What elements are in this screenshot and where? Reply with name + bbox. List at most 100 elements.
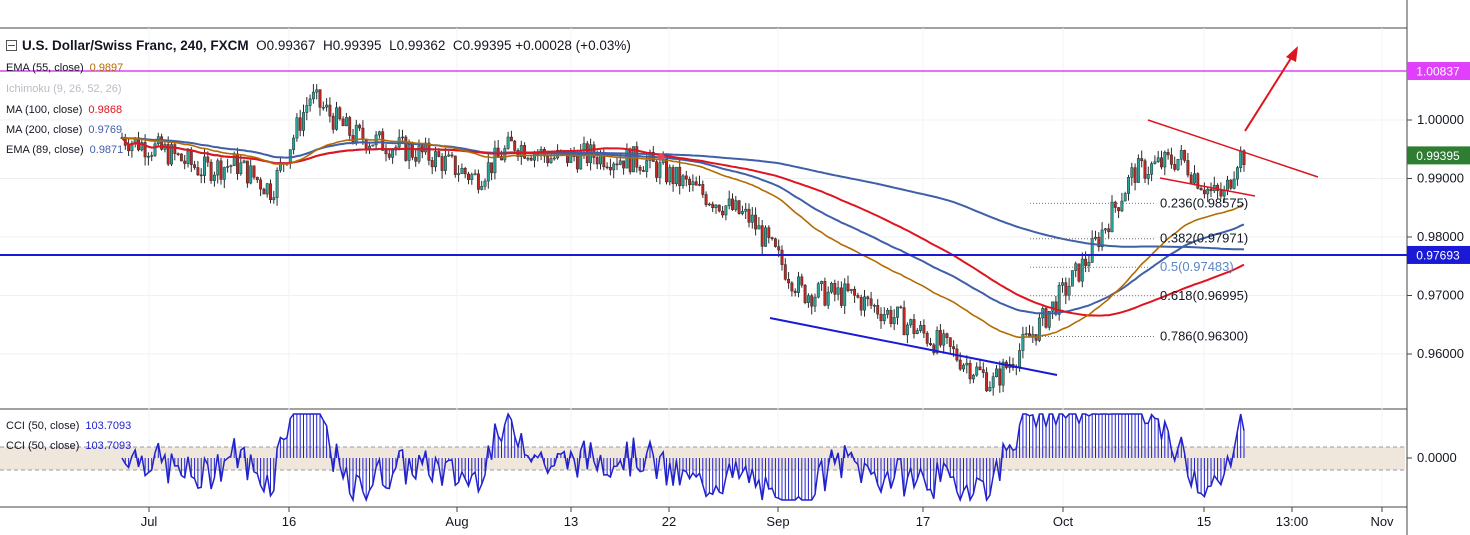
candle-body	[896, 306, 899, 318]
projection-arrow[interactable]	[1244, 54, 1294, 132]
candle-body	[493, 147, 497, 174]
candle	[401, 129, 404, 142]
legend-ma100[interactable]: MA (100, close) 0.9868	[6, 104, 123, 116]
candle-body	[945, 333, 949, 338]
candle	[1061, 277, 1064, 293]
candle-body	[1136, 158, 1140, 183]
legend-ma200[interactable]: MA (200, close) 0.9769	[6, 124, 123, 136]
candle	[1110, 195, 1114, 233]
candle-body	[1206, 188, 1210, 195]
candle-body	[638, 166, 642, 171]
candle-body	[889, 309, 893, 324]
candle-body	[384, 150, 388, 155]
candle	[830, 281, 833, 294]
candle	[338, 106, 342, 121]
candle-body	[1150, 163, 1154, 175]
candle	[995, 365, 998, 378]
candle-body	[1057, 285, 1061, 315]
falling-support-trendline[interactable]	[769, 317, 1058, 376]
candle-body	[605, 166, 609, 169]
candle-body	[546, 155, 550, 164]
candle	[1024, 326, 1028, 337]
support-price-badge[interactable]	[1407, 245, 1470, 264]
candle-body	[952, 346, 956, 350]
candle	[1077, 263, 1081, 283]
candle-body	[259, 179, 263, 190]
candle-body	[232, 153, 236, 166]
candle	[1136, 154, 1140, 183]
legend-ichimoku[interactable]: Ichimoku (9, 26, 52, 26)	[6, 83, 122, 95]
candle-body	[1070, 270, 1074, 287]
candle-body	[750, 214, 754, 223]
candle-body	[958, 359, 962, 370]
legend-cci-2[interactable]: CCI (50, close) 103.7093	[6, 440, 132, 452]
candle	[1133, 163, 1137, 191]
candle	[259, 177, 263, 197]
arrow-head-icon	[1286, 46, 1298, 62]
last-price-badge[interactable]	[1407, 146, 1470, 165]
candle-body	[486, 162, 490, 182]
candle	[1219, 182, 1223, 200]
candle-body	[1235, 167, 1239, 180]
candle-body	[886, 309, 890, 315]
symbol-title: U.S. Dollar/Swiss Franc, 240, FXCM	[22, 38, 249, 53]
legend-ema89[interactable]: EMA (89, close) 0.9871	[6, 144, 124, 156]
cci-line	[121, 412, 1245, 503]
candle	[704, 191, 708, 207]
candle-body	[701, 184, 705, 195]
candle	[430, 156, 434, 175]
x-tick-label: 16	[282, 514, 296, 529]
candle	[311, 84, 315, 104]
target-price-badge[interactable]	[1407, 62, 1470, 81]
y-tick-label: 0.96000	[1417, 346, 1464, 361]
legend-cci-1[interactable]: CCI (50, close) 103.7093	[6, 420, 132, 432]
candle	[912, 314, 916, 339]
candle-body	[262, 188, 266, 195]
candle-body	[681, 175, 685, 186]
y-tick-label: 0.99000	[1417, 171, 1464, 186]
candle-body	[265, 183, 269, 195]
candle	[377, 130, 381, 139]
candle	[658, 157, 662, 185]
candle-body	[767, 227, 771, 238]
x-tick-label: Nov	[1370, 514, 1394, 529]
triangle-upper-trendline[interactable]	[1147, 119, 1319, 178]
candle	[1127, 174, 1130, 201]
candle-body	[1051, 301, 1055, 312]
candle-body	[1239, 150, 1243, 168]
legend-ema55[interactable]: EMA (55, close) 0.9897	[6, 62, 124, 74]
candle	[691, 174, 695, 192]
candle-body	[430, 160, 434, 168]
candle	[1064, 277, 1068, 305]
candle-body	[371, 144, 375, 147]
candle	[245, 160, 249, 188]
candle-body	[325, 104, 329, 108]
candle	[457, 165, 461, 182]
candle	[1097, 232, 1101, 252]
candle-body	[698, 184, 701, 186]
candle-body	[826, 291, 830, 306]
candle	[820, 280, 824, 291]
candle	[767, 225, 771, 244]
candle	[932, 342, 936, 356]
candle	[915, 328, 919, 335]
candle	[919, 320, 923, 333]
collapse-icon[interactable]	[6, 40, 17, 51]
candle-body	[1156, 157, 1160, 163]
candle	[387, 149, 391, 160]
candle	[427, 138, 431, 166]
triangle-lower-trendline[interactable]	[1159, 177, 1256, 197]
candle-body	[387, 153, 391, 158]
candle-body	[1097, 236, 1101, 247]
candle	[1051, 301, 1055, 320]
candle	[1117, 206, 1121, 219]
candle-body	[331, 115, 335, 130]
candle	[1169, 147, 1173, 169]
candle-body	[915, 330, 919, 335]
candle	[863, 290, 866, 317]
candle-body	[846, 283, 850, 291]
candle	[671, 164, 675, 192]
candle	[1130, 162, 1134, 186]
candle-body	[391, 149, 395, 158]
